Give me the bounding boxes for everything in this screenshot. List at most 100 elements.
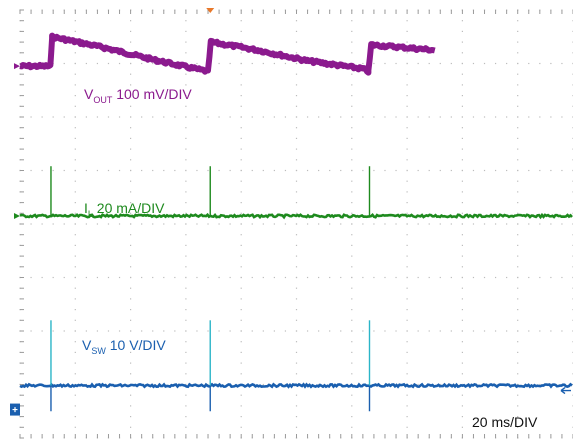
grid-dot — [130, 41, 132, 43]
vsw-label-main: V — [82, 337, 92, 353]
vout-label-sub: OUT — [93, 95, 113, 105]
grid-dot — [240, 95, 242, 97]
grid-dot — [506, 276, 508, 279]
grid-dot — [351, 159, 353, 161]
grid-dot — [351, 191, 353, 193]
grid-dot — [174, 116, 176, 118]
grid-dot — [96, 62, 99, 65]
grid-dot — [63, 223, 65, 225]
grid-dot — [130, 212, 132, 214]
grid-dot — [185, 137, 187, 139]
grid-dot — [517, 52, 519, 54]
grid-dot — [74, 20, 76, 22]
vout-channel-label: VOUT 100 mV/DIV — [84, 86, 192, 105]
grid-dot — [251, 276, 253, 279]
grid-dot — [152, 169, 154, 172]
grid-dot — [185, 202, 187, 204]
grid-dot — [295, 116, 298, 118]
grid-dot — [74, 351, 76, 353]
grid-dot — [318, 223, 320, 225]
grid-dot — [295, 244, 298, 246]
grid-dot — [406, 20, 408, 22]
grid-dot — [174, 223, 176, 225]
grid-dot — [362, 330, 364, 332]
grid-dot — [74, 426, 76, 428]
grid-dot — [240, 330, 242, 332]
grid-dot — [351, 330, 353, 332]
grid-dot — [74, 319, 76, 321]
grid-dot — [561, 62, 563, 65]
grid-dot — [428, 62, 430, 65]
grid-dot — [406, 191, 408, 193]
grid-dot — [351, 255, 353, 257]
grid-dot — [395, 223, 397, 225]
grid-dot — [130, 341, 132, 343]
grid-dot — [539, 223, 541, 225]
grid-dot — [74, 394, 76, 396]
grid-dot — [273, 169, 275, 172]
grid-dot — [395, 62, 397, 65]
grid-dot — [428, 330, 430, 332]
grid-dot — [295, 30, 298, 32]
grid-dot — [318, 330, 320, 332]
grid-dot — [30, 276, 32, 279]
grid-dot — [130, 309, 132, 311]
grid-dot — [506, 62, 508, 65]
grid-dot — [85, 62, 87, 65]
grid-dot — [107, 62, 110, 65]
grid-dot — [240, 20, 242, 22]
grid-dot — [461, 373, 463, 375]
grid-dot — [461, 169, 463, 172]
grid-dot — [517, 180, 519, 182]
grid-dot — [185, 426, 187, 428]
grid-dot — [185, 319, 187, 321]
grid-dot — [406, 41, 408, 43]
grid-dot — [351, 95, 353, 97]
grid-dot — [461, 298, 463, 300]
grid-dot — [118, 62, 121, 65]
grid-dot — [517, 255, 519, 257]
trigger-level-marker — [560, 387, 571, 395]
grid-dot — [406, 212, 408, 214]
grid-dot — [41, 330, 43, 332]
grid-dot — [284, 169, 287, 172]
vout-label-main: V — [84, 86, 94, 102]
grid-dot — [483, 62, 486, 65]
grid-dot — [506, 116, 508, 118]
grid-dot — [517, 330, 519, 332]
grid-dot — [362, 276, 364, 279]
grid-dot — [406, 319, 408, 321]
grid-dot — [561, 116, 563, 118]
grid-dot — [130, 137, 132, 139]
grid-dot — [528, 223, 530, 225]
grid-dot — [74, 169, 76, 172]
grid-dot — [185, 405, 187, 407]
grid-dot — [517, 73, 519, 75]
grid-dot — [517, 362, 519, 364]
grid-dot — [318, 276, 320, 279]
grid-dot — [163, 169, 165, 172]
grid-dot — [130, 298, 132, 300]
grid-dot — [351, 137, 353, 139]
grid-dot — [163, 116, 165, 118]
grid-dot — [74, 30, 76, 32]
grid-dot — [74, 191, 76, 193]
grid-dot — [406, 105, 408, 107]
grid-dot — [351, 223, 353, 225]
grid-dot — [141, 276, 143, 279]
grid-dot — [284, 116, 287, 118]
grid-dot — [174, 330, 176, 332]
grid-dot — [528, 62, 530, 65]
grid-dot — [284, 62, 287, 65]
grid-dot — [351, 341, 353, 343]
grid-dot — [30, 169, 32, 172]
grid-dot — [439, 223, 441, 225]
grid-dot — [406, 116, 408, 118]
grid-dot — [439, 330, 441, 332]
grid-dot — [207, 223, 209, 225]
grid-dot — [251, 169, 253, 172]
grid-dot — [74, 105, 76, 107]
grid-dot — [74, 298, 76, 300]
grid-dot — [185, 373, 187, 375]
